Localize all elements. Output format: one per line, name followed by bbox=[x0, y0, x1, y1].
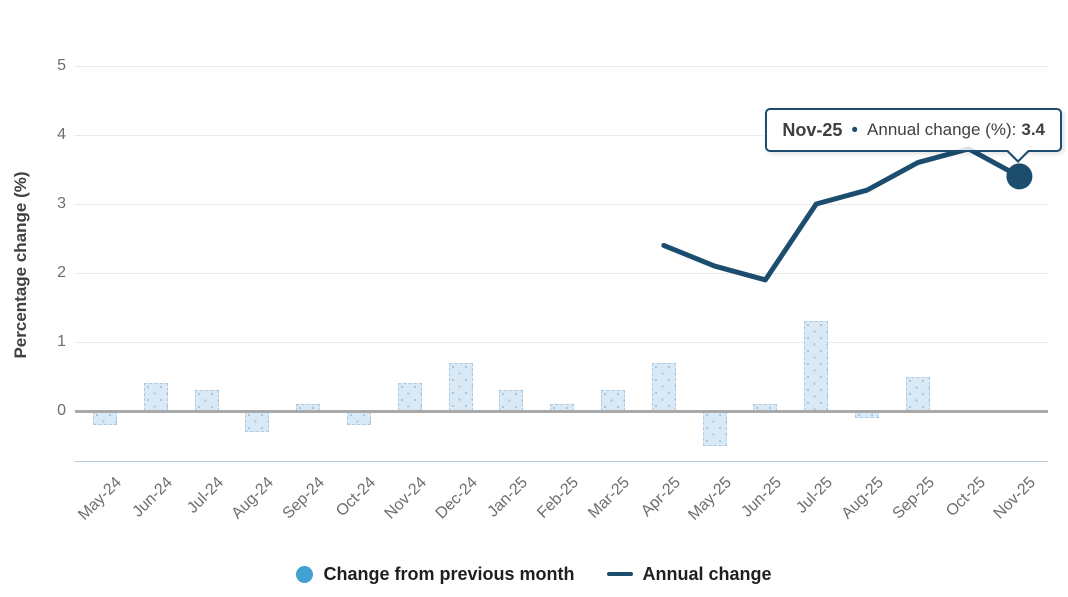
x-axis-label: Jul-24 bbox=[183, 474, 227, 517]
bar-May-25[interactable] bbox=[702, 411, 727, 446]
x-axis-label: Mar-25 bbox=[585, 474, 634, 522]
bar-Dec-24[interactable] bbox=[448, 362, 473, 411]
legend: Change from previous month Annual change bbox=[0, 556, 1068, 592]
tooltip-pointer-fill bbox=[1008, 150, 1028, 160]
y-tick-label: 4 bbox=[57, 126, 66, 143]
y-tick-label: 3 bbox=[57, 195, 66, 212]
x-axis-label: Sep-24 bbox=[279, 474, 329, 523]
x-axis-label: Jun-24 bbox=[129, 474, 176, 521]
bar-Apr-25[interactable] bbox=[651, 362, 676, 411]
annual-change-line[interactable] bbox=[661, 146, 1022, 283]
gridline-4 bbox=[75, 135, 1048, 136]
legend-item-change-from-previous-month[interactable]: Change from previous month bbox=[296, 563, 575, 585]
y-tick-label: 0 bbox=[57, 402, 66, 419]
bar-Aug-24[interactable] bbox=[245, 411, 270, 432]
x-axis-label: Aug-24 bbox=[228, 474, 278, 523]
x-axis-label: Jun-25 bbox=[738, 474, 786, 521]
bar-Jul-25[interactable] bbox=[804, 321, 829, 411]
x-axis-label: May-24 bbox=[75, 474, 126, 524]
x-axis-label: Jan-25 bbox=[484, 474, 532, 521]
tooltip-series-label: Annual change (%): bbox=[867, 120, 1017, 139]
y-tick-label: 2 bbox=[57, 264, 66, 281]
y-tick-label: 5 bbox=[57, 57, 66, 74]
legend-label: Annual change bbox=[642, 563, 772, 584]
x-axis-label: Nov-25 bbox=[990, 474, 1040, 523]
line-series-swatch-icon bbox=[606, 572, 633, 576]
y-tick-label: 1 bbox=[57, 333, 66, 350]
bar-Sep-25[interactable] bbox=[905, 376, 930, 411]
x-axis-label: Jul-25 bbox=[793, 474, 837, 517]
x-axis-label: Oct-24 bbox=[333, 474, 380, 520]
tooltip: Nov-25 • Annual change (%): 3.4 bbox=[765, 108, 1062, 163]
x-axis-label: Sep-25 bbox=[889, 474, 938, 523]
bar-Mar-25[interactable] bbox=[601, 390, 625, 411]
zero-line bbox=[75, 409, 1048, 413]
legend-item-annual-change[interactable]: Annual change bbox=[606, 563, 772, 585]
tooltip-bullet-icon: • bbox=[851, 119, 859, 141]
gridline-1 bbox=[75, 342, 1048, 343]
x-axis-label: Nov-24 bbox=[381, 474, 430, 523]
bar-Nov-24[interactable] bbox=[397, 383, 422, 411]
x-axis-label: Dec-24 bbox=[432, 474, 481, 523]
gridline-3 bbox=[75, 204, 1048, 205]
plot-area bbox=[75, 66, 1048, 462]
tooltip-category: Nov-25 bbox=[782, 119, 843, 140]
gridline-5 bbox=[75, 66, 1048, 67]
bar-Jul-24[interactable] bbox=[194, 390, 219, 411]
bar-series-swatch-icon bbox=[296, 565, 314, 583]
x-axis-label: Aug-25 bbox=[838, 474, 888, 523]
x-axis-label: Feb-25 bbox=[534, 474, 583, 522]
x-axis-label: Oct-25 bbox=[942, 474, 989, 520]
x-axis-label: May-25 bbox=[684, 474, 735, 524]
tooltip-value: 3.4 bbox=[1021, 120, 1045, 139]
hovered-point-marker[interactable] bbox=[1006, 163, 1033, 190]
x-axis-label: Apr-25 bbox=[637, 474, 684, 520]
bar-Jan-25[interactable] bbox=[499, 390, 524, 411]
gridline-2 bbox=[75, 273, 1048, 274]
x-axis-line bbox=[75, 461, 1048, 462]
legend-label: Change from previous month bbox=[323, 563, 575, 584]
